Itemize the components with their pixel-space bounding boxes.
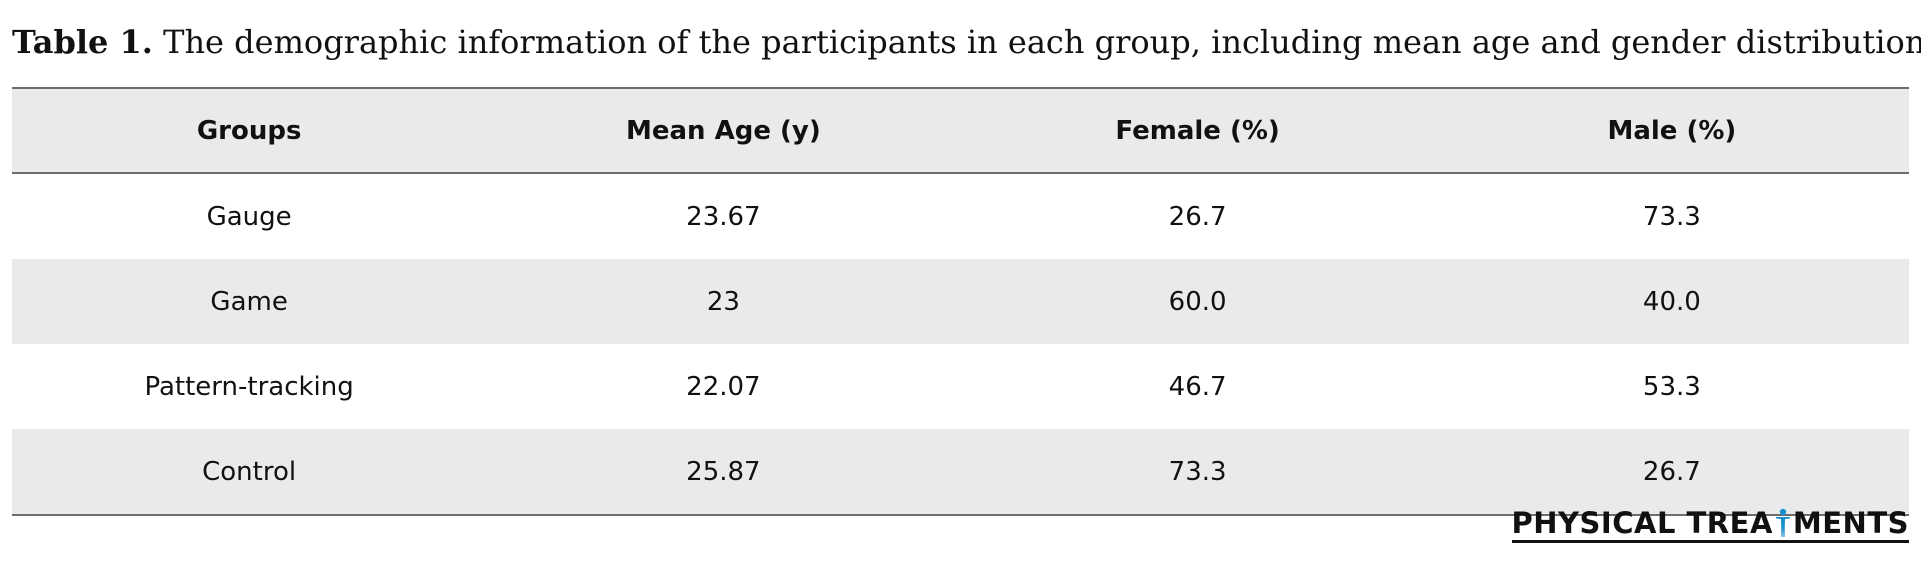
cell-female: 46.7	[1168, 371, 1227, 402]
demographics-table: Groups Mean Age (y) Female (%) Male (%) …	[12, 87, 1909, 516]
cell-mean-age: 25.87	[686, 456, 761, 487]
cell-female: 73.3	[1168, 456, 1227, 487]
cell-group: Pattern-tracking	[144, 371, 354, 402]
logo-text-after: MENTS	[1792, 506, 1909, 540]
header-mean-age: Mean Age (y)	[626, 115, 821, 146]
logo-text-before: PHYSICAL TREA	[1511, 506, 1773, 540]
cell-male: 40.0	[1642, 286, 1701, 317]
human-figure-icon	[1774, 508, 1792, 538]
cell-mean-age: 22.07	[686, 371, 761, 402]
cell-mean-age: 23	[706, 286, 740, 317]
journal-logo: PHYSICAL TREA MENTS	[1511, 506, 1909, 543]
cell-group: Gauge	[206, 201, 292, 232]
table-row: Pattern-tracking 22.07 46.7 53.3	[12, 344, 1909, 429]
demographics-table-container: Groups Mean Age (y) Female (%) Male (%) …	[12, 87, 1909, 516]
header-groups: Groups	[196, 115, 302, 146]
table-header-row: Groups Mean Age (y) Female (%) Male (%)	[12, 88, 1909, 173]
header-male: Male (%)	[1607, 115, 1737, 146]
cell-female: 26.7	[1168, 201, 1227, 232]
cell-male: 26.7	[1642, 456, 1701, 487]
table-caption: Table 1. The demographic information of …	[12, 22, 1921, 62]
table-row: Control 25.87 73.3 26.7	[12, 429, 1909, 515]
table-row: Game 23 60.0 40.0	[12, 259, 1909, 344]
cell-group: Game	[210, 286, 288, 317]
caption-text: The demographic information of the parti…	[163, 23, 1921, 61]
cell-male: 73.3	[1642, 201, 1701, 232]
cell-female: 60.0	[1168, 286, 1227, 317]
cell-male: 53.3	[1642, 371, 1701, 402]
cell-group: Control	[202, 456, 297, 487]
caption-label: Table 1.	[12, 23, 153, 61]
cell-mean-age: 23.67	[686, 201, 761, 232]
header-female: Female (%)	[1115, 115, 1280, 146]
table-row: Gauge 23.67 26.7 73.3	[12, 173, 1909, 259]
